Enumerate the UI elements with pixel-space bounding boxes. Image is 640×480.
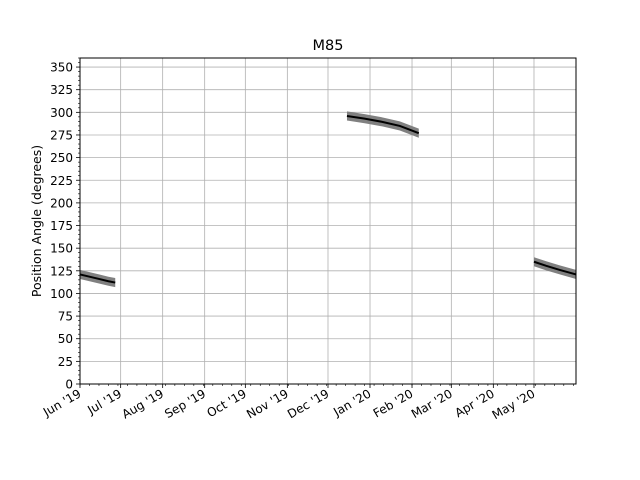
x-tick-label: Nov '19 [244, 386, 291, 421]
series-line [533, 260, 577, 276]
y-tick-label: 125 [50, 264, 73, 278]
y-tick-label: 200 [50, 196, 73, 210]
x-tick-label: Jul '19 [84, 386, 124, 417]
x-tick-label: Jun '19 [40, 386, 83, 419]
x-tick-label: Apr '20 [452, 386, 496, 420]
x-tick-label: Dec '19 [285, 386, 331, 421]
series-line [79, 273, 116, 284]
y-tick-label: 0 [65, 378, 73, 392]
x-tick-label: Feb '20 [371, 386, 416, 420]
y-tick-label: 250 [50, 151, 73, 165]
y-tick-label: 350 [50, 61, 73, 75]
y-tick-label: 225 [50, 174, 73, 188]
y-tick-label: 100 [50, 287, 73, 301]
y-axis: 0 25 50 75 100 125 150 175 200 225 250 275 300 325 350 [50, 57, 80, 392]
x-tick-label: Oct '19 [204, 386, 248, 420]
series-line [346, 114, 420, 135]
x-tick-label: Mar '20 [409, 386, 455, 421]
series-lines [79, 114, 577, 284]
uncertainty-band [346, 111, 419, 138]
y-tick-label: 275 [50, 128, 73, 142]
y-tick-label: 75 [58, 310, 73, 324]
y-tick-label: 325 [50, 83, 73, 97]
y-tick-label: 25 [58, 355, 73, 369]
x-tick-label: Sep '19 [162, 386, 208, 421]
y-axis-label: Position Angle (degrees) [29, 145, 44, 297]
y-tick-label: 300 [50, 106, 73, 120]
chart-title: M85 [313, 38, 344, 54]
x-tick-label: May '20 [490, 386, 538, 422]
y-tick-label: 150 [50, 242, 73, 256]
x-tick-label: Aug '19 [119, 386, 166, 421]
grid [79, 58, 576, 385]
y-tick-label: 50 [58, 332, 73, 346]
x-tick-label: Jan '20 [330, 386, 373, 419]
y-tick-label: 175 [50, 219, 73, 233]
